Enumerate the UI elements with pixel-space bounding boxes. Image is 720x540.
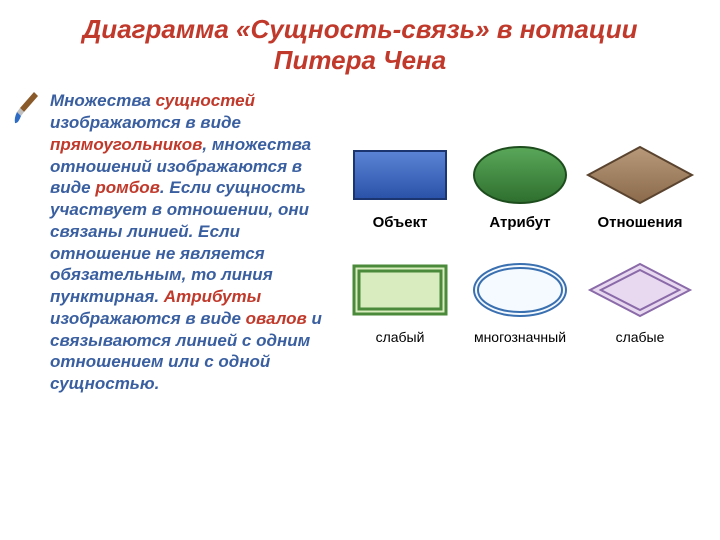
object-rect: Объект [343,144,458,231]
object-rect-shape [342,144,458,206]
attribute-ellipse-label: Атрибут [489,214,550,231]
desc-accent: Атрибуты [164,287,261,306]
desc-text: Множества [50,91,156,110]
weak-diamond: слабые [583,259,698,345]
relation-diamond-shape [582,144,698,206]
weak-rect-shape [342,259,458,321]
attribute-ellipse-shape [462,144,578,206]
desc-accent: овалов [246,309,307,328]
multivalue-ellipse: многозначный [463,259,578,345]
desc-accent: сущностей [156,91,255,110]
shape-row: Объект Атрибут Отношения [340,144,700,231]
weak-rect-label: слабый [376,329,425,345]
shapes-legend: Объект Атрибут Отношения слабый многозначный… [330,84,700,395]
weak-diamond-shape [582,259,698,321]
relation-diamond: Отношения [583,144,698,231]
shape-row: слабый многозначный слабые [340,259,700,345]
desc-accent: ромбов [95,178,160,197]
desc-accent: прямоугольников [50,135,202,154]
brush-icon [14,90,40,131]
content-area: Множества сущностей изображаются в виде … [0,84,720,395]
weak-rect: слабый [343,259,458,345]
relation-diamond-label: Отношения [597,214,682,231]
desc-text: изображаются в виде [50,113,241,132]
page-title: Диаграмма «Сущность-связь» в нотации Пит… [0,0,720,84]
description-text: Множества сущностей изображаются в виде … [50,84,330,395]
weak-diamond-label: слабые [616,329,665,345]
desc-text: изображаются в виде [50,309,246,328]
multivalue-ellipse-shape [462,259,578,321]
multivalue-ellipse-label: многозначный [474,329,566,345]
attribute-ellipse: Атрибут [463,144,578,231]
object-rect-label: Объект [373,214,428,231]
